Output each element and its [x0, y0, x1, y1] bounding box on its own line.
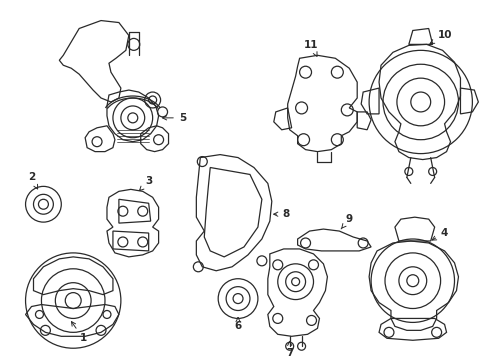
Text: 4: 4: [431, 228, 447, 240]
Text: 7: 7: [285, 341, 293, 358]
Text: 9: 9: [341, 214, 352, 229]
Text: 11: 11: [304, 40, 318, 57]
Text: 8: 8: [273, 209, 289, 219]
Text: 3: 3: [139, 176, 152, 190]
Text: 5: 5: [162, 113, 186, 123]
Text: 1: 1: [71, 321, 86, 343]
Text: 6: 6: [234, 318, 241, 332]
Text: 10: 10: [429, 31, 451, 44]
Text: 2: 2: [28, 172, 38, 189]
